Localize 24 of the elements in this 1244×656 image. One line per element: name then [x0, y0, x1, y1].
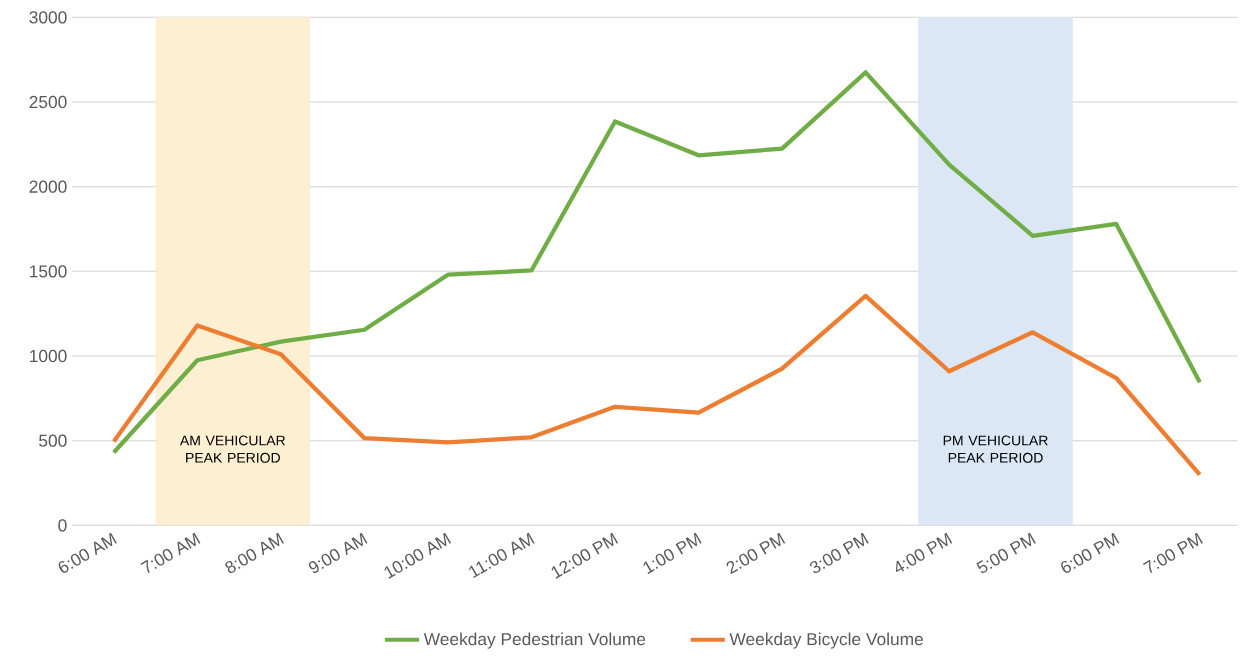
y-tick-label: 2000	[29, 180, 67, 193]
x-tick-label: 6:00 AM	[58, 532, 117, 573]
band-label: AM VEHICULAR PEAK PERIOD	[179, 435, 286, 463]
band-label: PM VEHICULAR PEAK PERIOD	[943, 435, 1048, 463]
x-tick-label: 6:00 PM	[1061, 532, 1120, 573]
y-tick-label: 2500	[29, 95, 67, 109]
x-tick-label: 3:00 PM	[809, 532, 869, 574]
x-tick-label: 4:00 PM	[895, 532, 953, 572]
x-tick-label: 11:00 AM	[469, 532, 535, 579]
legend-label: Weekday Bicycle Volume	[729, 632, 923, 649]
x-tick-label: 7:00 AM	[140, 532, 201, 573]
y-tick-label: 1500	[30, 265, 67, 278]
legend-label: Weekday Pedestrian Volume	[423, 632, 646, 649]
x-tick-label: 1:00 PM	[643, 532, 702, 574]
y-tick-label: 0	[58, 519, 67, 532]
x-tick-label: 7:00 PM	[1143, 532, 1203, 573]
y-tick-label: 500	[39, 434, 67, 447]
x-tick-label: 2:00 PM	[726, 532, 786, 575]
line-series	[111, 293, 1202, 477]
y-tick-label: 1000	[30, 349, 67, 363]
y-tick-label: 3000	[29, 11, 67, 24]
x-tick-label: 8:00 AM	[225, 532, 284, 574]
x-tick-label: 9:00 AM	[308, 532, 368, 574]
x-tick-label: 5:00 PM	[976, 532, 1036, 574]
